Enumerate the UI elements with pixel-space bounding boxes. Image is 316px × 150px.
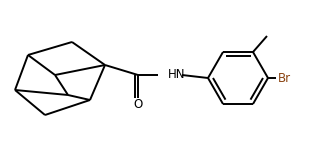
Text: Br: Br	[278, 72, 291, 84]
Text: O: O	[133, 99, 143, 111]
Text: HN: HN	[168, 69, 185, 81]
